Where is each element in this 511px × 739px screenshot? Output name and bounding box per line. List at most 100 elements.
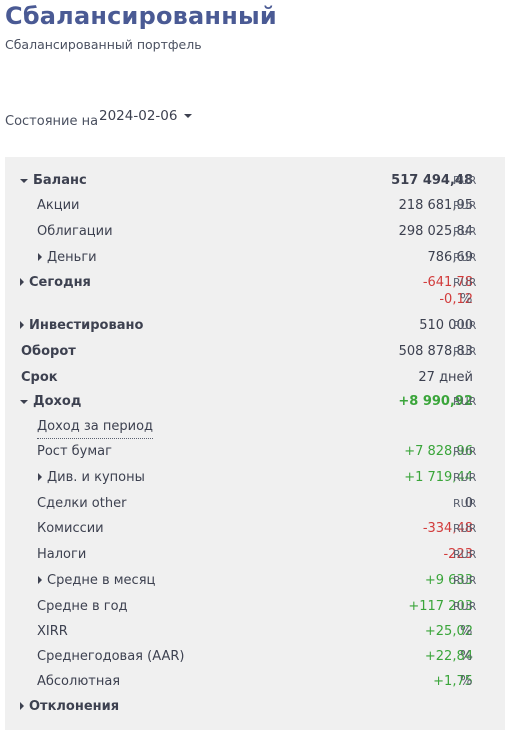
money-toggle[interactable]: Деньги (38, 247, 97, 269)
today-percent-unit: % (460, 292, 473, 307)
term-value: 27 дней (418, 370, 473, 385)
xirr-value: +25,02 (424, 624, 473, 639)
money-value: 786,69 (427, 250, 474, 265)
aar-label: Среднегодовая (AAR) (37, 649, 185, 664)
row-dividends[interactable]: Див. и купоны +1 719,44 RUR (5, 467, 505, 489)
invested-value: 510 000 (419, 318, 473, 333)
income-value: +8 990,92 (398, 394, 473, 409)
chevron-down-icon (20, 399, 28, 404)
commissions-unit: RUR (453, 522, 477, 535)
other-deals-value: 0 (464, 496, 473, 511)
today-value: -641,78 (422, 275, 473, 290)
row-today-percent: -0,12 % (5, 289, 505, 311)
avg-year-label: Средне в год (37, 599, 128, 614)
stocks-unit: RUR (453, 199, 477, 212)
row-today[interactable]: Сегодня -641,78 RUR (5, 272, 505, 294)
growth-label: Рост бумаг (37, 444, 112, 459)
absolute-label: Абсолютная (37, 674, 121, 689)
row-income[interactable]: Доход +8 990,92 RUR (5, 391, 505, 413)
row-deviations[interactable]: Отклонения (5, 696, 505, 718)
bonds-unit: RUR (453, 225, 477, 238)
date-value: 2024-02-06 (99, 108, 178, 124)
absolute-value: +1,75 (433, 674, 473, 689)
turnover-unit: RUR (453, 345, 477, 358)
dividends-unit: RUR (453, 471, 477, 484)
row-bonds: Облигации 298 025,84 RUR (5, 221, 505, 243)
avg-month-value: +9 633 (424, 573, 473, 588)
portfolio-summary-panel: Баланс 517 494,48 RUR Акции 218 681,95 R… (5, 157, 505, 730)
row-balance[interactable]: Баланс 517 494,48 RUR (5, 170, 505, 192)
aar-value: +22,84 (424, 649, 473, 664)
balance-label: Баланс (33, 173, 87, 188)
chevron-right-icon (20, 277, 24, 286)
money-unit: RUR (453, 251, 477, 264)
chevron-right-icon (38, 472, 42, 481)
dividends-value: +1 719,44 (404, 470, 473, 485)
chevron-right-icon (38, 252, 42, 261)
other-deals-unit: RUR (453, 497, 477, 510)
row-avg-month[interactable]: Средне в месяц +9 633 RUR (5, 570, 505, 592)
date-dropdown[interactable]: 2024-02-06 (99, 108, 192, 124)
commissions-value: -334,48 (422, 521, 473, 536)
xirr-label: XIRR (37, 624, 68, 639)
row-commissions: Комиссии -334,48 RUR (5, 518, 505, 540)
balance-value: 517 494,48 (391, 173, 473, 188)
avg-month-toggle[interactable]: Средне в месяц (38, 570, 155, 592)
avg-year-unit: RUR (453, 600, 477, 613)
chevron-right-icon (20, 701, 24, 710)
row-period-income[interactable]: Доход за период (5, 416, 505, 439)
term-label: Срок (21, 370, 58, 385)
money-label: Деньги (47, 250, 97, 265)
row-aar: Среднегодовая (AAR) +22,84 % (5, 646, 505, 668)
row-avg-year: Средне в год +117 203 RUR (5, 596, 505, 618)
period-income-link[interactable]: Доход за период (37, 416, 154, 439)
page-title: Сбалансированный (5, 2, 277, 30)
aar-unit: % (460, 649, 473, 664)
growth-unit: RUR (453, 445, 477, 458)
row-stocks: Акции 218 681,95 RUR (5, 195, 505, 217)
row-money[interactable]: Деньги 786,69 RUR (5, 247, 505, 269)
invested-toggle[interactable]: Инвестировано (20, 315, 143, 337)
row-invested[interactable]: Инвестировано 510 000 RUR (5, 315, 505, 337)
dividends-toggle[interactable]: Див. и купоны (38, 467, 145, 489)
bonds-label: Облигации (37, 224, 113, 239)
row-taxes: Налоги -223 RUR (5, 544, 505, 566)
income-toggle[interactable]: Доход (20, 391, 81, 413)
today-toggle[interactable]: Сегодня (20, 272, 91, 294)
invested-label: Инвестировано (29, 318, 144, 333)
today-unit: RUR (453, 276, 477, 289)
bonds-value: 298 025,84 (398, 224, 473, 239)
today-percent-value: -0,12 (439, 292, 473, 307)
other-deals-label: Сделки other (37, 496, 127, 511)
row-xirr: XIRR +25,02 % (5, 621, 505, 643)
dividends-label: Див. и купоны (47, 470, 145, 485)
balance-toggle[interactable]: Баланс (20, 170, 87, 192)
absolute-unit: % (460, 674, 473, 689)
deviations-toggle[interactable]: Отклонения (20, 696, 119, 718)
today-label: Сегодня (29, 275, 91, 290)
income-unit: RUR (453, 395, 477, 408)
state-label: Состояние на (5, 114, 99, 129)
avg-year-value: +117 203 (408, 599, 473, 614)
stocks-value: 218 681,95 (398, 198, 473, 213)
chevron-right-icon (20, 320, 24, 329)
avg-month-label: Средне в месяц (47, 573, 156, 588)
balance-unit: RUR (453, 174, 477, 187)
stocks-label: Акции (37, 198, 80, 213)
row-other-deals: Сделки other 0 RUR (5, 493, 505, 515)
commissions-label: Комиссии (37, 521, 104, 536)
taxes-label: Налоги (37, 547, 87, 562)
growth-value: +7 828,96 (404, 444, 473, 459)
row-term: Срок 27 дней (5, 367, 505, 389)
row-turnover: Оборот 508 878,83 RUR (5, 341, 505, 363)
chevron-right-icon (38, 575, 42, 584)
invested-unit: RUR (453, 319, 477, 332)
chevron-down-icon (183, 114, 192, 118)
avg-month-unit: RUR (453, 574, 477, 587)
turnover-label: Оборот (21, 344, 76, 359)
turnover-value: 508 878,83 (398, 344, 473, 359)
page-subtitle: Сбалансированный портфель (5, 37, 202, 52)
deviations-label: Отклонения (29, 699, 120, 714)
chevron-down-icon (20, 178, 28, 183)
xirr-unit: % (460, 624, 473, 639)
